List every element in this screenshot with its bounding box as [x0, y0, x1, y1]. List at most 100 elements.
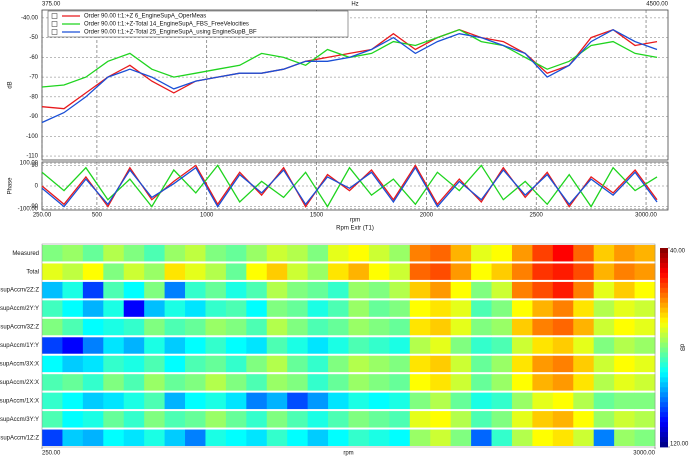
heat-cell — [144, 429, 165, 446]
heat-cell — [348, 263, 370, 280]
heat-cell — [82, 263, 104, 280]
heat-cell — [62, 411, 84, 428]
heat-cell — [491, 318, 513, 336]
heat-cell — [471, 429, 492, 446]
heat-cell — [450, 318, 472, 336]
heat-cell — [450, 245, 472, 262]
heat-cell — [225, 355, 247, 373]
x-axis-label: rpm — [350, 218, 360, 224]
heat-cell — [450, 392, 472, 410]
heat-cell — [62, 392, 84, 410]
heat-cell — [103, 337, 125, 354]
y-tick-label: 0 — [35, 184, 39, 190]
heat-cell — [368, 355, 390, 373]
heat-cell — [368, 318, 390, 336]
heat-cell — [348, 411, 370, 428]
heat-cell — [164, 281, 186, 299]
colorbar-step — [660, 312, 668, 319]
heat-cell — [573, 245, 595, 262]
heat-cell — [287, 263, 309, 280]
heat-cell — [348, 392, 370, 410]
heat-cell — [287, 337, 309, 354]
heat-cell — [82, 281, 104, 299]
heat-cell — [164, 392, 186, 410]
series-line — [41, 164, 658, 208]
x-tick-label: 3000.00 — [635, 213, 657, 219]
heat-cell — [328, 281, 349, 299]
heat-cell — [123, 429, 145, 446]
heat-cell — [328, 300, 349, 317]
heat-cell — [634, 318, 656, 336]
heat-cell — [103, 245, 125, 262]
heat-cell — [532, 374, 554, 391]
heat-cell — [573, 263, 595, 280]
heat-cell — [491, 263, 513, 280]
legend-checkbox — [51, 29, 58, 35]
heat-cell — [328, 392, 349, 410]
colorbar-step — [660, 317, 668, 324]
row-label: Measured — [12, 251, 39, 257]
heat-cell — [42, 337, 63, 354]
heat-cell — [185, 411, 206, 428]
heat-cell — [552, 300, 574, 317]
heat-cell — [205, 318, 227, 336]
heat-cell — [552, 318, 574, 336]
heat-cell — [42, 245, 63, 262]
heat-cell — [614, 318, 635, 336]
heat-cell — [532, 263, 554, 280]
colorbar-step — [660, 412, 668, 418]
colorbar-step — [660, 362, 668, 368]
heat-cell — [225, 337, 247, 354]
heat-cell — [266, 411, 288, 428]
heat-cell — [246, 337, 268, 354]
heat-cell — [634, 411, 656, 428]
heat-cell — [409, 337, 431, 354]
heat-cell — [552, 245, 574, 262]
heat-cell — [614, 411, 635, 428]
heat-cell — [205, 374, 227, 391]
heat-cell — [511, 281, 533, 299]
colorbar-tick-label: 120.00 — [670, 442, 689, 448]
colorbar-step — [660, 307, 668, 314]
heat-cell — [491, 411, 513, 428]
colorbar-step — [660, 332, 668, 338]
colorbar-step — [660, 407, 668, 413]
heat-cell — [614, 263, 635, 280]
heat-cell — [511, 429, 533, 446]
heat-cell — [368, 337, 390, 354]
heat-cell — [389, 392, 411, 410]
colorbar-step — [660, 287, 668, 294]
colorbar-step — [660, 427, 668, 433]
colorbar-step — [660, 372, 668, 378]
heat-cell — [368, 300, 390, 317]
heat-cell — [144, 300, 165, 317]
heat-cell — [430, 429, 452, 446]
heat-cell — [511, 263, 533, 280]
heat-cell — [328, 355, 349, 373]
heat-cell — [532, 411, 554, 428]
heat-cell — [144, 374, 165, 391]
heat-cell — [593, 374, 615, 391]
heat-cell — [328, 374, 349, 391]
heat-cell — [103, 429, 125, 446]
heat-cell — [205, 263, 227, 280]
heat-cell — [409, 281, 431, 299]
heat-cell — [409, 318, 431, 336]
heat-cell — [552, 411, 574, 428]
colorbar-step — [660, 252, 668, 259]
legend-checkbox — [51, 21, 58, 27]
legend-label: Order 90.00 t:1:+Z 6_EngineSupA_OperMeas — [84, 14, 206, 20]
heat-cell — [532, 355, 554, 373]
heat-cell — [511, 300, 533, 317]
heat-cell — [62, 337, 84, 354]
x-axis-sublabel: Rpm Extr (T1) — [336, 226, 374, 232]
heat-cell — [532, 300, 554, 317]
heat-cell — [593, 300, 615, 317]
heat-cell — [62, 355, 84, 373]
heat-cell — [573, 300, 595, 317]
heat-cell — [62, 263, 84, 280]
heat-cell — [287, 355, 309, 373]
heat-cell — [614, 392, 635, 410]
colorbar-step — [660, 257, 668, 264]
legend-label: Order 90.00 t:1:+Z-Total 25_EngineSupA_u… — [84, 30, 257, 36]
